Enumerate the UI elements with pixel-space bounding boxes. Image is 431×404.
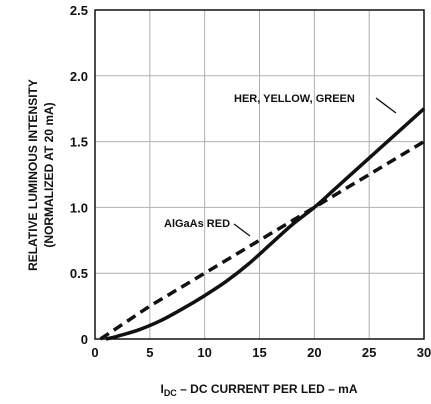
series-line-algaas-red [99, 140, 425, 341]
x-axis-title-rest: – DC CURRENT PER LED – mA [177, 382, 358, 396]
x-tick-label: 0 [91, 345, 98, 360]
y-tick-labels: 0 0.5 1.0 1.5 2.0 2.5 [70, 3, 88, 347]
x-tick-label: 30 [417, 345, 431, 360]
series-line-her-yellow-green [105, 107, 426, 341]
x-tick-label: 25 [362, 345, 376, 360]
x-tick-label: 15 [252, 345, 266, 360]
x-tick-labels: 0 5 10 15 20 25 30 [91, 345, 431, 360]
y-tick-label: 1.5 [70, 135, 88, 150]
x-tick-label: 10 [197, 345, 211, 360]
x-axis-title-main: I [160, 382, 163, 396]
x-axis-title: IDC – DC CURRENT PER LED – mA [160, 382, 357, 398]
annotation-leader-her [375, 97, 397, 114]
grid-lines [95, 10, 424, 339]
y-tick-label: 1.0 [70, 200, 88, 215]
y-axis-title-line1: RELATIVE LUMINOUS INTENSITY [26, 79, 40, 271]
x-tick-label: 5 [146, 345, 153, 360]
annotation-algaas-red: AlGaAs RED [164, 218, 230, 230]
y-tick-label: 0.5 [70, 266, 88, 281]
y-axis-title-line2: (NORMALIZED AT 20 mA) [42, 102, 56, 247]
annotation-leader-algaas [233, 223, 251, 237]
annotation-her-yellow-green: HER, YELLOW, GREEN [234, 93, 355, 105]
y-tick-label: 2.0 [70, 69, 88, 84]
x-tick-label: 20 [307, 345, 321, 360]
y-tick-label: 2.5 [70, 3, 88, 18]
series-lines [99, 107, 426, 341]
x-axis-title-sub: DC [164, 388, 177, 398]
annotations: HER, YELLOW, GREEN AlGaAs RED [164, 93, 397, 237]
plot-frame [94, 9, 425, 340]
y-tick-label: 0 [81, 332, 88, 347]
